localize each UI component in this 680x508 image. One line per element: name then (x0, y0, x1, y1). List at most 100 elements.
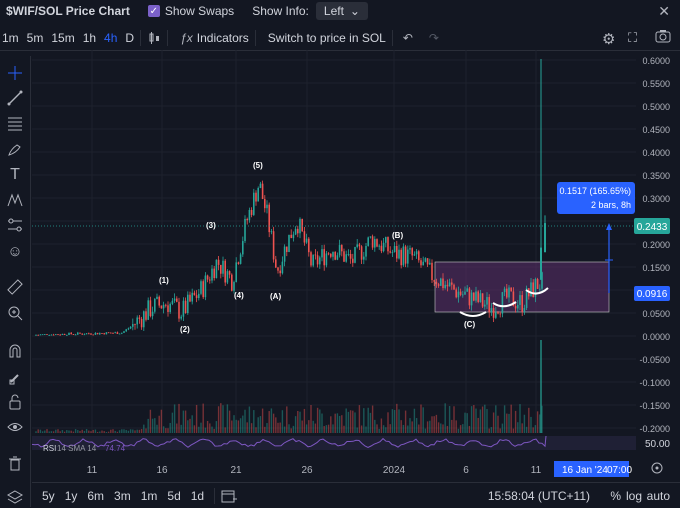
ruler-icon[interactable] (6, 278, 24, 296)
pattern-icon[interactable] (6, 191, 24, 209)
volume-bar (132, 429, 134, 433)
candle-body (321, 249, 323, 258)
volume-bar (259, 416, 262, 433)
volume-bar (74, 429, 77, 433)
range-5y[interactable]: 5y (42, 488, 55, 503)
candle-body (292, 234, 295, 239)
candle-body (479, 293, 482, 302)
trash-icon[interactable] (6, 454, 24, 472)
candle-body (191, 292, 193, 302)
candle-body (497, 312, 499, 314)
candle-body (385, 237, 387, 243)
magnet-icon[interactable] (6, 342, 24, 360)
timeframe-1h[interactable]: 1h (82, 31, 97, 45)
candle-body (246, 218, 248, 221)
volume-bar (308, 420, 310, 433)
fib-lines-icon[interactable] (6, 114, 24, 132)
volume-bar (508, 413, 510, 433)
trend-line-icon[interactable] (6, 89, 24, 107)
volume-bar (426, 421, 429, 433)
volume-bar (358, 405, 361, 433)
camera-icon[interactable] (655, 29, 671, 43)
candle-body (446, 284, 449, 287)
candle-body (343, 251, 345, 262)
date-range-icon[interactable] (221, 489, 238, 503)
candle-body (376, 239, 378, 247)
range-1d[interactable]: 1d (190, 488, 205, 503)
range-1y[interactable]: 1y (64, 488, 78, 503)
candle-body (470, 292, 473, 306)
candle-body (378, 245, 380, 247)
candle-body (255, 192, 257, 202)
range-3m[interactable]: 3m (114, 488, 131, 503)
text-tool-icon[interactable]: T (10, 166, 20, 183)
volume-bar (539, 414, 541, 433)
candle-body (52, 334, 55, 336)
prediction-icon[interactable] (6, 216, 24, 234)
timeframe-d[interactable]: D (125, 31, 135, 45)
candle-body (118, 333, 121, 335)
candle-body (279, 270, 281, 274)
fullscreen-icon[interactable]: ⛶ (628, 30, 638, 45)
candle-body (268, 204, 270, 233)
candle-body (171, 300, 174, 304)
rsi-params: 14 SMA 14 (57, 444, 97, 453)
switch-price-button[interactable]: Switch to price in SOL (267, 31, 386, 45)
log-toggle[interactable]: log (625, 488, 642, 503)
settings-gear-icon[interactable]: ⚙ (602, 31, 616, 48)
layers-icon[interactable] (6, 488, 24, 506)
range-5d[interactable]: 5d (167, 488, 181, 503)
volume-bar (77, 430, 79, 433)
lock-icon[interactable] (6, 393, 24, 411)
volume-bar (365, 426, 367, 433)
timeframe-1m[interactable]: 1m (2, 31, 19, 45)
show-info-select[interactable]: Left ⌄ (315, 2, 368, 20)
candle-body (96, 332, 99, 335)
time-settings-icon[interactable] (651, 462, 663, 474)
smiley-icon[interactable]: ☺ (7, 242, 23, 260)
range-1m[interactable]: 1m (140, 488, 158, 503)
wave-label-b: (B) (392, 231, 403, 240)
close-icon[interactable]: ✕ (658, 3, 670, 19)
undo-icon[interactable]: ↶ (402, 31, 413, 45)
candle-body (451, 282, 453, 285)
eye-icon[interactable] (6, 418, 24, 436)
show-swaps-checkbox[interactable]: ✓ (147, 5, 160, 17)
measure-bars: 2 bars, 8h (590, 200, 631, 210)
volume-bar (200, 422, 202, 433)
timeframe-4h[interactable]: 4h (104, 31, 118, 45)
candle-body (490, 308, 493, 313)
candle-body (77, 332, 79, 335)
lock-drawing-icon[interactable] (6, 368, 24, 386)
chart-canvas[interactable]: (1) (2) (3) (4) (5) (A) (B) (C) RSI 14 S… (31, 50, 636, 456)
volume-bar (129, 429, 132, 433)
timeframe-5m[interactable]: 5m (26, 31, 44, 45)
candle-type-icon[interactable] (147, 31, 161, 45)
clock: 15:58:04 (UTC+11) (487, 488, 590, 503)
wave-label-4: (4) (234, 291, 244, 300)
zoom-in-icon[interactable] (6, 304, 24, 322)
range-6m[interactable]: 6m (87, 488, 105, 503)
time-axis[interactable]: 11 16 21 26 2024 6 11 16 Jan '24 07:00 (32, 456, 680, 482)
indicators-button[interactable]: ƒx Indicators (180, 31, 249, 45)
volume-bar (303, 408, 306, 433)
current-price-label: 0.2433 (637, 222, 668, 233)
candle-body (466, 288, 468, 292)
timeframe-15m[interactable]: 15m (51, 31, 75, 45)
volume-bar (72, 431, 75, 433)
percent-toggle[interactable]: % (610, 488, 621, 503)
candle-body (303, 231, 306, 243)
price-chart[interactable]: (1) (2) (3) (4) (5) (A) (B) (C) RSI 14 S… (31, 50, 636, 456)
volume-bar (457, 428, 460, 433)
brush-icon[interactable] (6, 140, 24, 158)
y-tick-label: 0.0000 (642, 332, 670, 342)
y-tick-label: 0.2000 (642, 240, 670, 250)
candle-body (90, 333, 92, 335)
redo-icon[interactable]: ↷ (428, 31, 439, 45)
price-axis[interactable]: 0.6000 0.5500 0.5000 0.4500 0.4000 0.3500 0.30… (600, 50, 680, 482)
volume-bar (464, 412, 466, 433)
candle-body (462, 294, 464, 296)
crosshair-icon[interactable] (6, 64, 24, 82)
volume-bar (94, 429, 97, 433)
auto-toggle[interactable]: auto (646, 488, 670, 503)
